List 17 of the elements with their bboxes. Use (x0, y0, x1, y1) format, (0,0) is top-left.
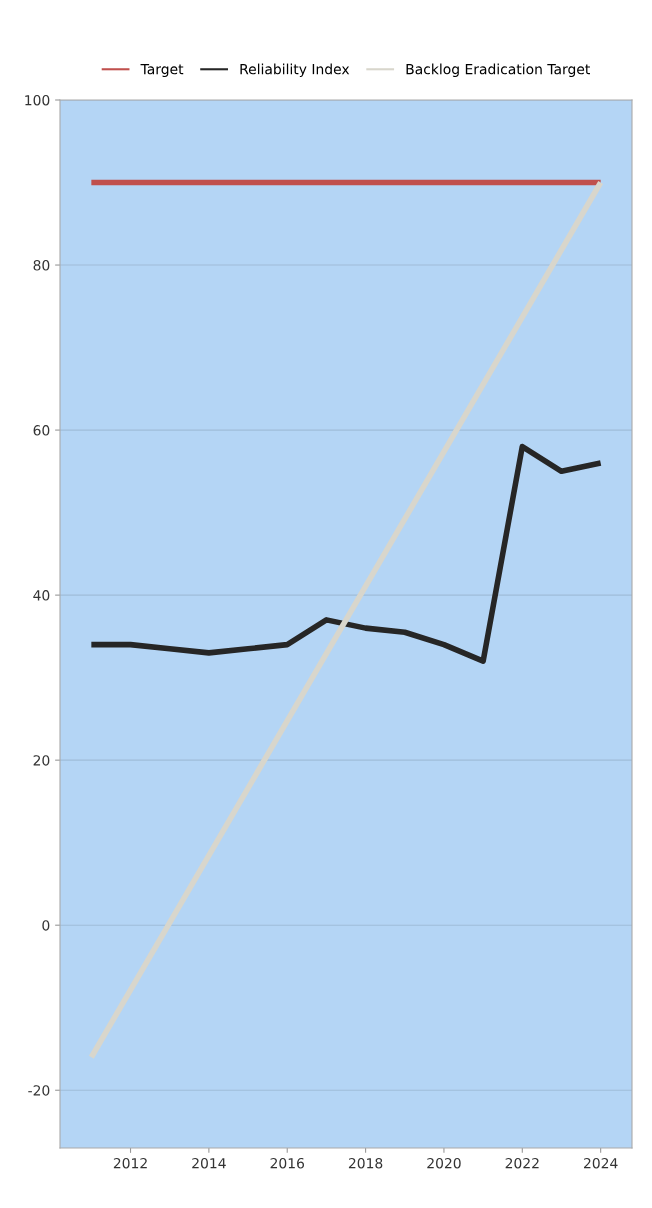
y-tick-label: 80 (33, 260, 50, 271)
legend-label: Backlog Eradication Target (406, 63, 590, 78)
x-tick-label: 2014 (192, 1157, 226, 1169)
y-tick-label: 40 (33, 590, 50, 601)
x-tick-label: 2018 (348, 1157, 383, 1169)
legend-label: Reliability Index (240, 63, 350, 78)
x-tick-label: 2020 (427, 1157, 461, 1169)
x-tick-label: 2024 (584, 1157, 618, 1169)
y-tick-label: -20 (28, 1085, 50, 1096)
x-tick-label: 2012 (113, 1157, 147, 1169)
y-tick-label: 0 (42, 920, 50, 931)
x-tick-label: 2016 (270, 1157, 305, 1169)
y-tick-label: 60 (33, 425, 50, 436)
y-tick-label: 100 (25, 94, 50, 106)
x-tick-label: 2022 (505, 1157, 539, 1169)
y-tick-label: 20 (33, 755, 50, 766)
legend-label: Target (140, 64, 184, 78)
